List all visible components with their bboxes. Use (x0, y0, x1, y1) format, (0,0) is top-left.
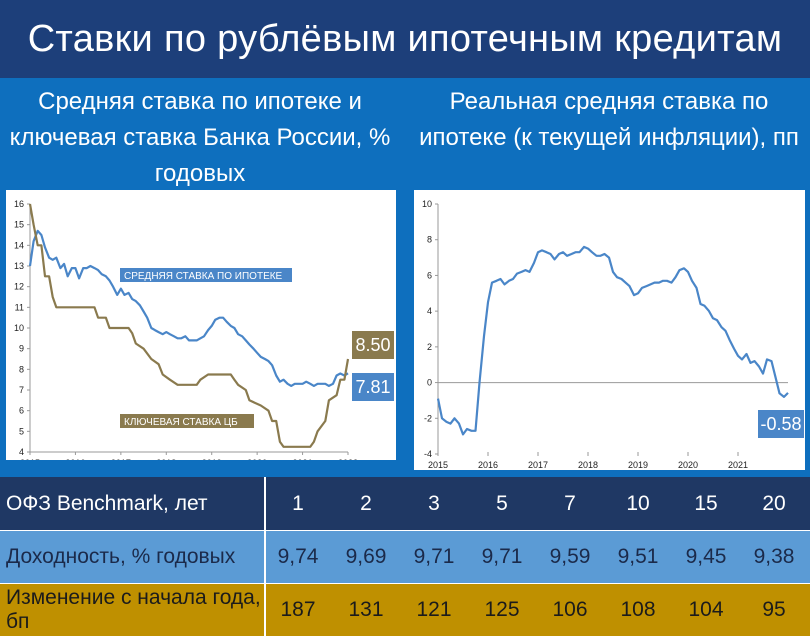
x-tick-label: 2019 (202, 458, 222, 460)
yield-cell: 9,51 (617, 544, 659, 568)
change-row-label: Изменение с начала года, бп (6, 585, 261, 633)
term-cell: 3 (428, 491, 440, 515)
right-chart-panel: -4 -2 0 2 4 6 8 10 2015 2016 2017 2018 2019 2020 2021 -… (414, 190, 805, 470)
change-cell: 108 (620, 597, 656, 621)
term-cell: 1 (292, 491, 304, 515)
yield-cell: 9,74 (277, 544, 319, 568)
table-row-change: Изменение с начала года, бп 187 131 121 … (0, 583, 810, 636)
mortgage-rate-line (28, 229, 349, 387)
y-tick-label: -2 (424, 413, 432, 423)
x-tick-label: 2022 (338, 458, 358, 460)
change-cell: 125 (484, 597, 520, 621)
x-tick-label: 2017 (528, 460, 548, 470)
yield-cell: 9,71 (413, 544, 455, 568)
x-tick-label: 2020 (247, 458, 267, 460)
y-tick-label: 14 (14, 240, 24, 250)
x-tick-label: 2018 (156, 458, 176, 460)
mortgage-series-label: СРЕДНЯЯ СТАВКА ПО ИПОТЕКЕ (124, 271, 283, 282)
y-tick-label: 2 (427, 342, 432, 352)
x-tick-label: 2018 (578, 460, 598, 470)
y-tick-label: -4 (424, 449, 432, 459)
key-rate-series-tag (120, 414, 254, 428)
y-tick-label: 15 (14, 220, 24, 230)
x-tick-label: 2019 (628, 460, 648, 470)
change-cell: 104 (688, 597, 724, 621)
change-cell: 121 (416, 597, 452, 621)
y-tick-label: 8 (427, 235, 432, 245)
right-chart-subtitle: Реальная средняя ставка по ипотеке (к те… (419, 88, 799, 151)
term-cell: 7 (564, 491, 576, 515)
change-cell: 187 (280, 597, 316, 621)
key-rate-series-label: КЛЮЧЕВАЯ СТАВКА ЦБ (124, 417, 238, 428)
term-cell: 20 (762, 491, 786, 515)
x-tick-label: 2021 (728, 460, 748, 470)
ofz-table: ОФЗ Benchmark, лет 1 2 3 5 7 10 15 20 До… (0, 477, 810, 636)
table-divider (0, 530, 810, 531)
y-tick-label: 12 (14, 282, 24, 292)
real-rate-end-label: -0.58 (760, 414, 801, 434)
term-cell: 2 (360, 491, 372, 515)
key-rate-end-label: 8.50 (355, 335, 390, 355)
y-tick-label: 16 (14, 199, 24, 209)
y-tick-label: 11 (15, 302, 24, 312)
table-divider (264, 477, 266, 636)
y-tick-label: 4 (19, 447, 24, 457)
yield-cell: 9,69 (345, 544, 387, 568)
yield-cells: 9,74 9,69 9,71 9,71 9,59 9,51 9,45 9,38 (264, 530, 808, 583)
change-cell: 95 (762, 597, 786, 621)
term-cells: 1 2 3 5 7 10 15 20 (264, 477, 808, 530)
x-tick-label: 2016 (478, 460, 498, 470)
real-rate-line (436, 245, 789, 436)
real-rate-chart: -4 -2 0 2 4 6 8 10 2015 2016 2017 2018 2019 2020 2021 -… (422, 199, 804, 470)
x-tick-label: 2017 (111, 458, 131, 460)
mortgage-end-box (352, 373, 394, 401)
y-tick-label: 7 (19, 385, 24, 395)
term-cell: 15 (694, 491, 718, 515)
yield-cell: 9,59 (549, 544, 591, 568)
y-tick-label: 6 (427, 270, 432, 280)
x-tick-label: 2015 (428, 460, 448, 470)
table-header-row: ОФЗ Benchmark, лет 1 2 3 5 7 10 15 20 (0, 477, 810, 530)
key-rate-end-box (352, 331, 394, 359)
mortgage-end-label: 7.81 (355, 377, 390, 397)
key-rate-line (28, 203, 350, 448)
yield-row-label: Доходность, % годовых (6, 544, 236, 568)
x-tick-label: 2016 (65, 458, 85, 460)
y-tick-label: 13 (14, 261, 24, 271)
y-tick-label: 10 (422, 199, 432, 209)
mortgage-series-tag (120, 268, 292, 282)
table-row-yield: Доходность, % годовых 9,74 9,69 9,71 9,7… (0, 530, 810, 583)
change-cells: 187 131 121 125 106 108 104 95 (264, 583, 808, 636)
y-tick-label: 6 (19, 406, 24, 416)
x-tick-label: 2021 (293, 458, 313, 460)
term-cell: 10 (626, 491, 650, 515)
y-tick-label: 8 (19, 364, 24, 374)
x-tick-label: 2015 (20, 458, 40, 460)
table-divider (0, 583, 810, 584)
y-tick-label: 5 (19, 426, 24, 436)
real-rate-end-box (758, 410, 804, 438)
change-cell: 131 (348, 597, 384, 621)
change-cell: 106 (552, 597, 588, 621)
y-tick-label: 9 (19, 344, 24, 354)
yield-cell: 9,45 (685, 544, 727, 568)
y-tick-label: 0 (427, 378, 432, 388)
mortgage-keyrate-chart: 4 5 6 7 8 9 10 11 12 13 14 15 16 2015 2016 2017 2018 2019… (14, 199, 394, 460)
table-header-label: ОФЗ Benchmark, лет (0, 477, 264, 530)
yield-cell: 9,71 (481, 544, 523, 568)
page-title: Ставки по рублёвым ипотечным кредитам (0, 0, 810, 78)
yield-cell: 9,38 (753, 544, 795, 568)
y-tick-label: 10 (14, 323, 24, 333)
y-tick-label: 4 (427, 306, 432, 316)
left-chart-subtitle: Средняя ставка по ипотеке и ключевая ста… (9, 88, 391, 187)
term-cell: 5 (496, 491, 508, 515)
x-tick-label: 2020 (678, 460, 698, 470)
left-chart-panel: 4 5 6 7 8 9 10 11 12 13 14 15 16 2015 2016 2017 2018 2019… (6, 190, 396, 460)
